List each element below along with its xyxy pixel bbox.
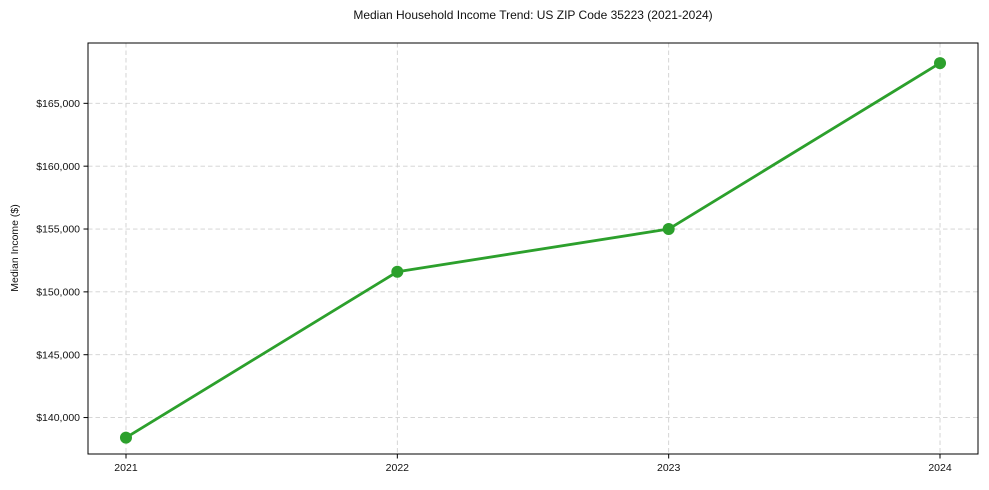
y-tick-label: $155,000 (36, 224, 80, 236)
y-tick-label: $145,000 (36, 349, 80, 361)
chart-title: Median Household Income Trend: US ZIP Co… (353, 8, 713, 22)
data-point-marker (119, 431, 132, 444)
series-line (124, 61, 942, 440)
y-tick-label: $140,000 (36, 412, 80, 424)
data-point-marker (934, 57, 947, 70)
axes-border (87, 42, 979, 455)
y-tick-label: $160,000 (36, 161, 80, 173)
x-tick-label: 2022 (386, 462, 410, 474)
x-tick-label: 2023 (657, 462, 681, 474)
y-tick-label: $150,000 (36, 287, 80, 299)
x-tick-label: 2021 (114, 462, 138, 474)
data-point-marker (391, 265, 404, 278)
data-point-marker (662, 223, 675, 236)
y-tick-label: $165,000 (36, 98, 80, 110)
x-tick-label: 2024 (928, 462, 952, 474)
